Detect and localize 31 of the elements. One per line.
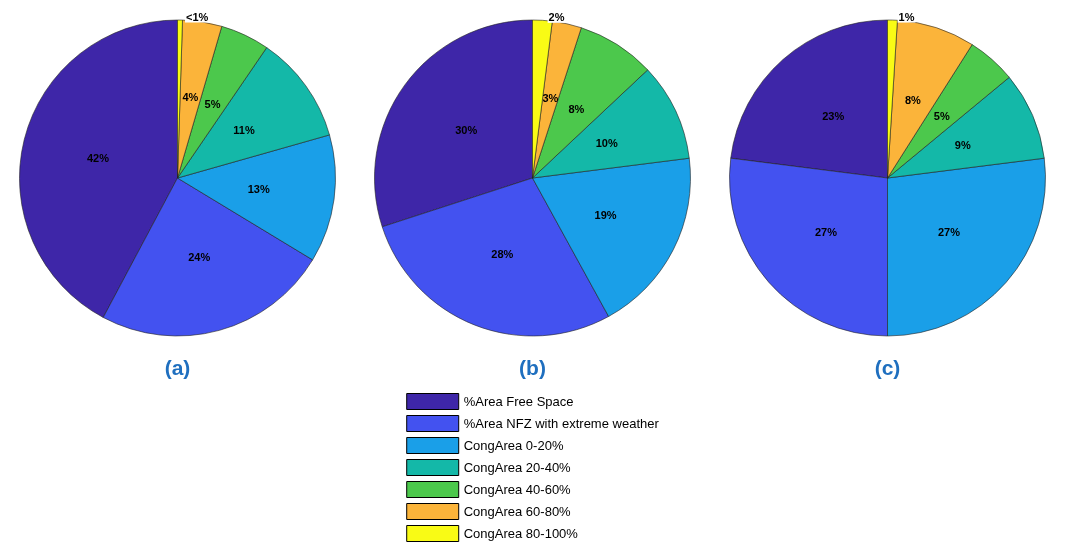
data-label: 23% [822,110,845,123]
data-label: 13% [247,182,270,195]
legend-label: CongArea 80-100% [463,526,579,541]
data-label: 42% [86,152,110,165]
data-label: 9% [954,139,971,152]
data-label: 8% [904,94,921,107]
data-label: 5% [204,97,221,110]
legend-label: CongArea 60-80% [463,504,572,519]
text: (a) [164,356,191,379]
data-label: <1% [186,11,209,24]
data-label: 28% [491,248,514,261]
data-label: 5% [933,110,950,123]
data-label: 11% [233,124,255,137]
data-label: 3% [542,91,559,104]
data-label: 30% [455,123,478,136]
legend-label: CongArea 40-60% [463,482,572,497]
data-label: 24% [188,251,211,264]
legend-label: %Area NFZ with extreme weather [463,416,660,431]
data-label: 19% [594,209,617,222]
data-label: 2% [548,11,565,24]
data-label: 27% [937,226,961,239]
text: (c) [874,356,901,379]
legend-label: CongArea 0-20% [463,438,564,453]
legend-label: %Area Free Space [463,394,574,409]
data-label: 4% [182,91,199,104]
legend-label: CongArea 20-40% [463,460,572,475]
data-label: 27% [814,226,838,239]
data-label: 8% [568,102,585,115]
data-label: 1% [898,11,915,24]
text: (b) [519,356,546,379]
data-label: 10% [595,137,618,150]
